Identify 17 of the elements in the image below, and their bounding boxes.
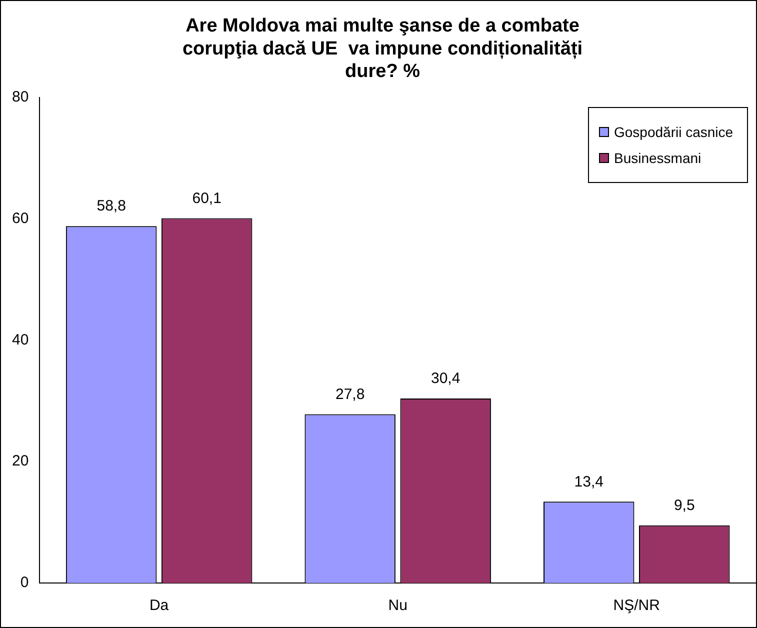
x-tick-label: NŞ/NR	[613, 597, 660, 614]
data-label: 13,4	[574, 473, 604, 490]
legend-label: Businessmani	[614, 150, 702, 166]
legend-label: Gospodării casnice	[614, 124, 734, 140]
y-tick-label: 0	[20, 574, 29, 592]
y-tick-label: 20	[12, 452, 29, 470]
x-tick-label: Nu	[388, 597, 408, 614]
y-tick-label: 60	[12, 210, 29, 227]
y-tick-label: 80	[12, 88, 29, 106]
x-tick-label: Da	[149, 597, 170, 614]
y-tick-label: 40	[12, 331, 29, 348]
data-label: 30,4	[430, 370, 460, 388]
data-label: 58,8	[96, 198, 126, 215]
data-label: 27,8	[335, 386, 365, 403]
data-label: 60,1	[192, 190, 222, 207]
chart-title: Are Moldova mai multe şanse de a combate corupţia dacă UE va impune condiționalități dure? %	[182, 16, 583, 82]
data-label: 9,5	[674, 496, 695, 514]
